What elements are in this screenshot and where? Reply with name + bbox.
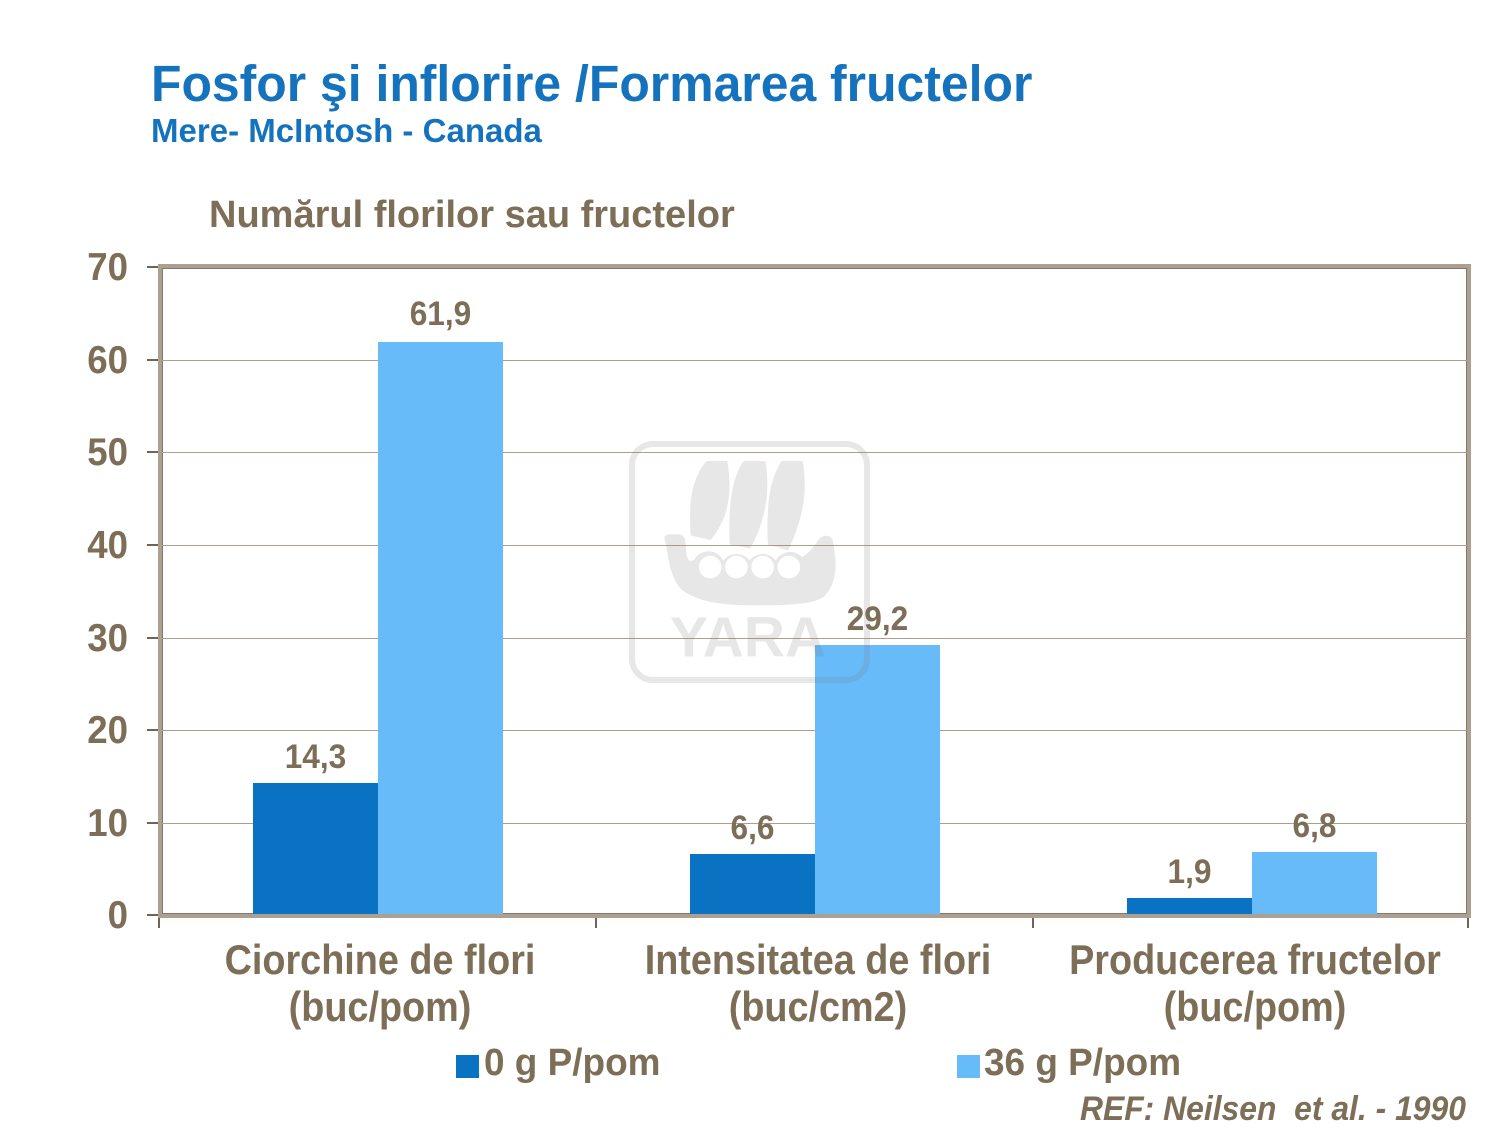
svg-text:YARA: YARA — [670, 606, 826, 670]
